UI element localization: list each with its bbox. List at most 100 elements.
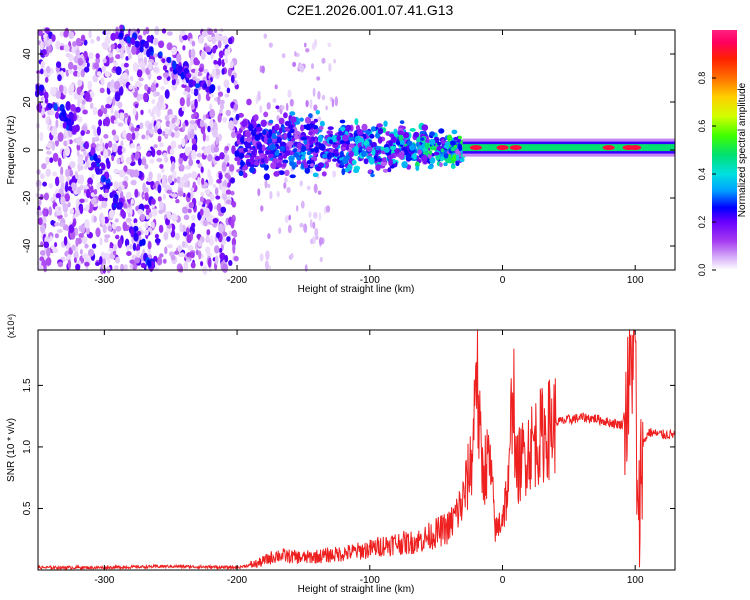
noise-speckle — [113, 62, 118, 67]
noise-speckle — [132, 107, 137, 116]
noise-speckle — [75, 263, 81, 271]
noise-speckle — [137, 145, 142, 150]
band-mark — [382, 157, 387, 163]
noise-speckle — [154, 124, 158, 134]
noise-speckle — [133, 169, 140, 178]
noise-speckle — [161, 103, 166, 111]
noise-speckle — [46, 247, 51, 258]
y-tick-label: -40 — [22, 238, 33, 253]
noise-speckle — [172, 170, 177, 179]
noise-speckle — [222, 263, 228, 274]
band-mark — [337, 130, 343, 136]
noise-speckle — [102, 42, 109, 50]
noise-speckle — [37, 29, 43, 37]
noise-speckle — [157, 173, 162, 181]
noise-speckle — [60, 166, 64, 176]
band-mark — [450, 164, 456, 169]
noise-speckle — [42, 49, 47, 56]
noise-speckle — [141, 191, 145, 200]
colorbar-gradient — [712, 30, 737, 270]
noise-speckle — [166, 244, 173, 249]
spectrogram-x-ticks: -300 -200 -100 0 100 — [94, 30, 644, 286]
band-mark — [278, 117, 285, 125]
noise-speckle — [74, 170, 79, 180]
noise-speckle — [181, 106, 185, 112]
noise-speckle — [101, 163, 106, 171]
noise-speckle — [157, 196, 162, 202]
noise-speckle — [88, 30, 92, 39]
noise-speckle — [259, 253, 264, 262]
noise-speckle — [264, 260, 269, 270]
band-mark — [317, 134, 323, 143]
x-tick-label: 100 — [627, 575, 644, 586]
noise-speckle — [214, 187, 219, 196]
noise-speckle — [151, 82, 156, 92]
noise-speckle — [171, 161, 176, 171]
noise-speckle — [221, 186, 227, 195]
doppler-peak — [496, 145, 509, 151]
noise-speckle — [97, 145, 104, 152]
band-mark — [433, 151, 440, 156]
noise-speckle — [164, 246, 168, 255]
noise-speckle — [164, 89, 170, 99]
noise-speckle — [63, 140, 68, 147]
noise-speckle — [313, 183, 318, 194]
noise-speckle — [85, 227, 90, 235]
band-mark — [289, 128, 295, 134]
trace-mark — [62, 122, 67, 129]
noise-speckle — [289, 98, 294, 107]
snr-x-ticks: -300 -200 -100 0 100 — [94, 330, 644, 586]
band-mark — [440, 148, 445, 153]
noise-speckle — [284, 215, 289, 224]
noise-speckle — [299, 180, 303, 187]
noise-speckle — [179, 265, 184, 273]
noise-speckle — [135, 131, 140, 138]
band-mark — [324, 161, 330, 169]
noise-speckle — [175, 232, 180, 241]
noise-speckle — [214, 64, 220, 69]
noise-speckle — [67, 186, 73, 191]
noise-speckle — [66, 139, 70, 145]
trace-mark — [90, 146, 95, 156]
band-mark — [238, 148, 245, 153]
band-mark — [245, 132, 252, 138]
noise-speckle — [141, 158, 147, 166]
noise-speckle — [303, 223, 308, 233]
noise-speckle — [263, 33, 268, 39]
band-mark — [256, 126, 263, 132]
noise-speckle — [132, 242, 137, 252]
noise-speckle — [223, 154, 230, 163]
noise-speckle — [101, 200, 108, 209]
noise-speckle — [67, 202, 71, 208]
noise-speckle — [45, 116, 50, 125]
noise-speckle — [68, 169, 74, 177]
noise-speckle — [150, 112, 155, 117]
noise-speckle — [70, 104, 76, 112]
trace-mark — [178, 65, 183, 72]
noise-speckle — [199, 208, 204, 216]
trace-mark — [134, 40, 140, 48]
band-mark — [377, 136, 383, 144]
noise-speckle — [193, 88, 199, 97]
noise-speckle — [73, 251, 79, 260]
noise-speckle — [36, 169, 41, 175]
noise-speckle — [209, 193, 215, 201]
trace-mark — [43, 91, 49, 100]
noise-speckle — [176, 176, 181, 184]
noise-speckle — [211, 68, 217, 78]
x-tick-label: 100 — [627, 275, 644, 286]
noise-speckle — [107, 225, 113, 232]
noise-speckle — [140, 109, 144, 116]
noise-speckle — [267, 233, 271, 240]
noise-speckle — [87, 177, 93, 186]
trace-mark — [194, 83, 201, 89]
noise-speckle — [105, 157, 110, 165]
x-tick-label: -100 — [360, 575, 380, 586]
noise-speckle — [202, 131, 206, 142]
noise-speckle — [232, 243, 236, 254]
noise-speckle — [284, 177, 288, 183]
noise-speckle — [213, 28, 218, 34]
noise-speckle — [216, 202, 222, 213]
noise-speckle — [176, 53, 182, 63]
noise-speckle — [332, 170, 336, 178]
